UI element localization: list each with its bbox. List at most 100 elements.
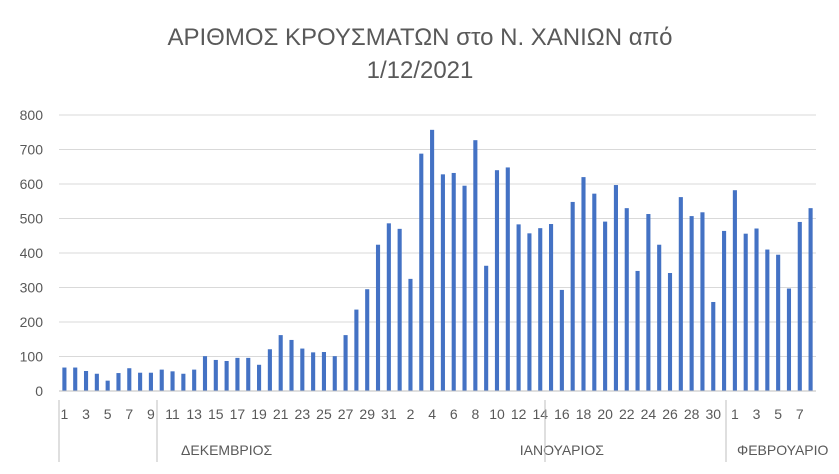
bar xyxy=(570,201,575,391)
bar xyxy=(170,371,175,391)
bar xyxy=(516,224,521,391)
bar xyxy=(473,140,478,391)
chart-title-line-2: 1/12/2021 xyxy=(367,57,474,84)
y-tick-label: 300 xyxy=(20,280,44,296)
bar xyxy=(419,153,424,391)
y-tick-label: 800 xyxy=(20,107,44,123)
x-tick-label: 7 xyxy=(796,406,804,422)
bar xyxy=(375,244,381,391)
x-tick-label: 17 xyxy=(230,406,246,422)
bar xyxy=(83,370,89,391)
bar xyxy=(808,208,813,391)
bar xyxy=(289,339,294,391)
bar xyxy=(105,380,110,391)
x-tick-label: 5 xyxy=(774,406,782,422)
bar xyxy=(202,356,208,391)
x-tick-label: 13 xyxy=(186,406,202,422)
bar xyxy=(592,193,597,391)
x-tick-label: 14 xyxy=(532,406,548,422)
bar xyxy=(494,170,500,391)
bar xyxy=(635,270,640,391)
bar xyxy=(667,273,673,391)
bar xyxy=(689,216,694,391)
x-tick-label: 10 xyxy=(489,406,505,422)
chart-title-line-1: ΑΡΙΘΜΟΣ ΚΡΟΥΣΜΑΤΩΝ στο Ν. ΧΑΝΙΩΝ από xyxy=(167,24,672,51)
bar xyxy=(386,223,391,391)
bar xyxy=(321,352,327,391)
y-axis-ticks: 0 100 200 300 400 500 600 700 800 xyxy=(20,107,44,399)
x-tick-label: 4 xyxy=(428,406,436,422)
bar xyxy=(354,309,359,391)
x-tick-label: 5 xyxy=(104,406,112,422)
bar xyxy=(311,352,316,391)
x-tick-label: 20 xyxy=(597,406,613,422)
bar xyxy=(462,185,467,391)
bar xyxy=(138,372,143,391)
x-tick-label: 28 xyxy=(684,406,700,422)
bar xyxy=(646,214,651,391)
x-tick-label: 1 xyxy=(61,406,69,422)
bar xyxy=(484,265,489,391)
bar xyxy=(451,172,456,391)
bar xyxy=(776,254,781,391)
bar xyxy=(722,230,727,391)
bar xyxy=(267,349,272,391)
x-tick-label: 23 xyxy=(295,406,311,422)
y-tick-label: 0 xyxy=(35,383,43,399)
bar xyxy=(700,212,705,391)
bar xyxy=(603,221,608,391)
bar xyxy=(430,129,435,391)
x-tick-label: 3 xyxy=(82,406,90,422)
bar xyxy=(332,356,337,391)
y-tick-label: 500 xyxy=(20,211,44,227)
bar xyxy=(213,359,218,391)
bar xyxy=(581,177,586,391)
bar xyxy=(786,288,792,391)
bar xyxy=(365,289,370,391)
gridlines xyxy=(59,114,816,357)
y-tick-label: 600 xyxy=(20,176,44,192)
bar xyxy=(440,174,445,391)
bar xyxy=(657,244,662,391)
bar xyxy=(548,224,554,391)
y-tick-label: 700 xyxy=(20,142,44,158)
x-tick-label: 6 xyxy=(450,406,458,422)
bar xyxy=(224,360,229,391)
x-tick-label: 7 xyxy=(125,406,133,422)
x-tick-label: 31 xyxy=(381,406,397,422)
bar xyxy=(181,373,186,391)
x-tick-label: 15 xyxy=(208,406,224,422)
x-tick-label: 1 xyxy=(731,406,739,422)
bar xyxy=(711,301,716,391)
y-tick-label: 100 xyxy=(20,349,44,365)
bar xyxy=(246,357,251,391)
x-tick-label: 24 xyxy=(641,406,657,422)
bar xyxy=(397,228,402,391)
bar xyxy=(527,233,532,391)
x-tick-label: 19 xyxy=(251,406,267,422)
bar xyxy=(62,367,67,391)
x-tick-label: 22 xyxy=(619,406,635,422)
x-axis: 1 3 5 7 9 11 13 15 17 19 21 23 25 27 29 31 2 4 6 8 10 12 14 16 1… xyxy=(58,390,829,462)
bar xyxy=(159,369,164,391)
bar xyxy=(538,228,543,391)
x-tick-label: 27 xyxy=(338,406,354,422)
x-tick-label: 8 xyxy=(471,406,479,422)
bar xyxy=(116,373,121,391)
x-tick-label: 3 xyxy=(753,406,761,422)
month-label: ΔΕΚΕΜΒΡΙΟΣ xyxy=(181,442,272,458)
x-tick-label: 12 xyxy=(511,406,527,422)
bar xyxy=(624,208,629,391)
bar xyxy=(235,357,240,391)
bar xyxy=(148,372,153,391)
month-label: ΦΕΒΡΟΥΑΡΙΟ xyxy=(737,442,828,458)
x-tick-label: 9 xyxy=(147,406,155,422)
bar xyxy=(743,233,748,391)
x-tick-label: 30 xyxy=(705,406,721,422)
bar xyxy=(257,364,262,391)
x-tick-label: 21 xyxy=(273,406,289,422)
x-tick-label: 2 xyxy=(407,406,415,422)
bar xyxy=(559,289,564,391)
month-label: ΙΑΝΟΥΑΡΙΟΣ xyxy=(520,442,605,458)
